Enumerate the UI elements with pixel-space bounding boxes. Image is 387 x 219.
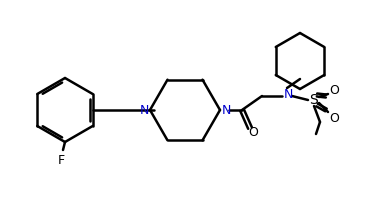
Text: O: O	[329, 85, 339, 97]
Text: S: S	[310, 93, 319, 107]
Text: N: N	[221, 104, 231, 117]
Text: O: O	[329, 111, 339, 124]
Text: O: O	[248, 125, 258, 138]
Text: F: F	[57, 154, 65, 167]
Text: N: N	[139, 104, 149, 117]
Text: N: N	[284, 88, 293, 101]
